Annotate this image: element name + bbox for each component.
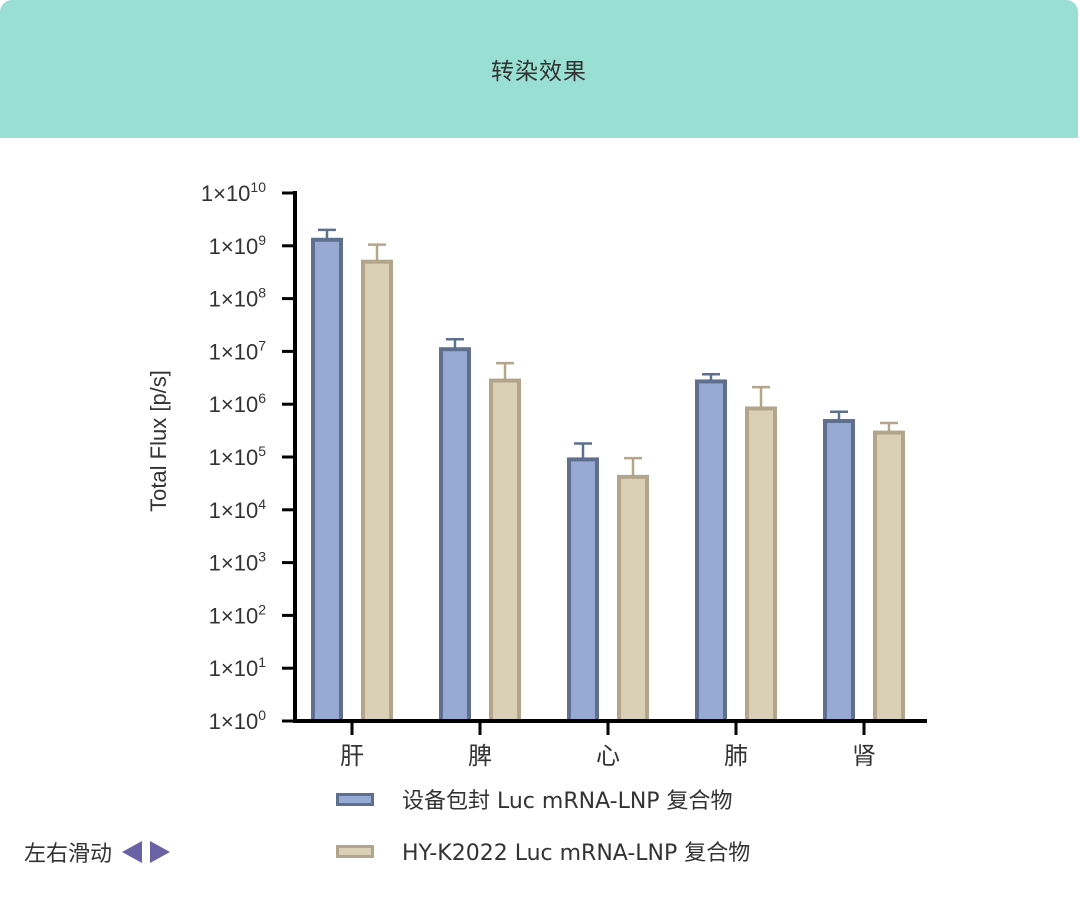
legend-swatch-series-2	[336, 844, 374, 858]
bar-series-2-4	[873, 430, 905, 723]
legend-item-series-1: 设备包封 Luc mRNA-LNP 复合物	[336, 786, 750, 814]
bar-series-1-1	[439, 347, 471, 723]
bar-series-2-3	[745, 406, 777, 723]
y-tick-label: 1×101	[209, 654, 267, 681]
y-ticks-layer: 1×100 1×101 1×102 1×103 1×104 1×105 1×106 1×107…	[201, 179, 295, 734]
x-tick-label: 肝	[340, 743, 364, 770]
legend-item-series-2: HY-K2022 Luc mRNA-LNP 复合物	[336, 838, 751, 866]
bar-series-2-1	[489, 378, 521, 723]
y-tick-label: 1×100	[209, 707, 267, 734]
y-tick-label: 1×105	[209, 443, 267, 470]
bar-series-1-4	[823, 419, 855, 723]
y-tick-label: 1×102	[209, 601, 267, 628]
page-title: 转染效果	[491, 59, 587, 85]
x-tick-label: 肺	[724, 743, 748, 770]
bar-series-1-0	[311, 237, 343, 724]
x-tick-label: 心	[596, 743, 620, 770]
bar-series-2-2	[617, 474, 649, 723]
y-tick-label: 1×1010	[201, 179, 266, 206]
arrow-left-icon[interactable]	[122, 841, 143, 863]
legend-label-series-2: HY-K2022 Luc mRNA-LNP 复合物	[402, 841, 751, 866]
y-tick-label: 1×106	[209, 390, 267, 417]
bar-series-1-2	[567, 457, 599, 723]
y-tick-label: 1×109	[209, 232, 267, 259]
y-tick-label: 1×107	[209, 337, 267, 364]
legend-swatch-series-1	[336, 792, 374, 806]
swipe-nav: 左右滑动	[24, 836, 171, 868]
x-tick-label: 脾	[468, 743, 492, 770]
y-axis-label-group: Total Flux [p/s]	[146, 370, 171, 512]
x-tick-label: 肾	[852, 743, 876, 770]
y-axis-label: Total Flux [p/s]	[146, 370, 171, 512]
swipe-hint-label: 左右滑动	[24, 842, 113, 867]
y-tick-label: 1×103	[209, 549, 267, 576]
arrow-right-icon[interactable]	[150, 841, 171, 863]
header-banner: 转染效果	[0, 0, 1078, 138]
bar-series-2-0	[361, 259, 393, 723]
bars-layer	[311, 228, 905, 724]
y-tick-label: 1×108	[209, 285, 267, 312]
x-ticks-layer: 肝脾心肺肾	[340, 721, 876, 770]
chart-legend: 设备包封 Luc mRNA-LNP 复合物 HY-K2022 Luc mRNA-…	[336, 786, 750, 890]
legend-label-series-1: 设备包封 Luc mRNA-LNP 复合物	[402, 789, 733, 814]
y-tick-label: 1×104	[209, 496, 267, 523]
bar-series-1-3	[695, 379, 727, 723]
